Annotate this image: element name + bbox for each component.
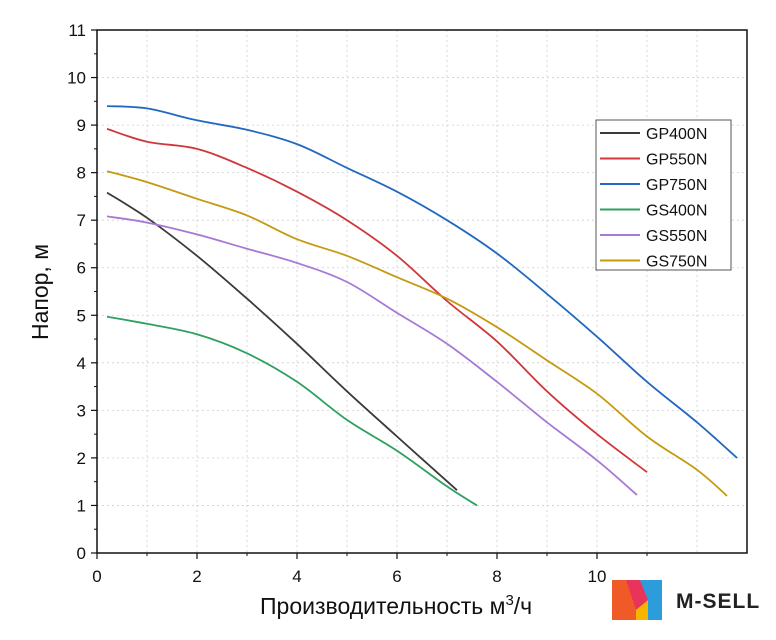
y-tick-label: 2 (77, 449, 86, 468)
y-tick-label: 6 (77, 259, 86, 278)
legend-box (595, 119, 732, 271)
y-tick-label: 7 (77, 211, 86, 230)
x-axis-title: Производительность м3/ч (260, 592, 532, 619)
y-axis: 0 1 2 3 4 5 6 7 8 9 10 11 (67, 21, 97, 563)
legend-label-gs550n: GS550N (646, 228, 707, 245)
y-tick-label: 3 (77, 401, 86, 420)
series-line-gp400n (106, 191, 458, 491)
x-tick-label: 4 (292, 567, 301, 586)
y-tick-label: 1 (77, 496, 86, 515)
y-tick-label: 11 (68, 21, 86, 40)
x-axis-title-suffix: /ч (514, 593, 532, 619)
x-tick-label: 10 (588, 567, 607, 586)
grid-lines (97, 30, 747, 553)
y-axis-title: Напор, м (27, 244, 53, 340)
y-tick-label: 8 (77, 164, 86, 183)
x-tick-label: 2 (192, 567, 201, 586)
legend: GP400N GP550N GP750N GS400N GS550N GS750N (595, 119, 732, 271)
logo-mark-middle (626, 580, 650, 610)
y-tick-label: 0 (77, 544, 86, 563)
legend-label-gp550n: GP550N (646, 152, 707, 169)
logo-mark-right (640, 580, 662, 620)
x-axis-title-sup: 3 (505, 592, 513, 609)
x-tick-label: 0 (92, 567, 101, 586)
legend-label-gp400n: GP400N (646, 126, 707, 143)
series-line-gs400n (106, 315, 478, 507)
y-tick-label: 10 (67, 69, 86, 88)
x-tick-label: 8 (492, 567, 501, 586)
brand-logo: M-SELL (612, 580, 760, 620)
logo-text: M-SELL (676, 590, 760, 613)
logo-mark-accent (636, 600, 648, 620)
series-line-gs550n (106, 215, 638, 496)
series-line-gp550n (106, 128, 648, 473)
x-axis-title-main: Производительность м (260, 593, 505, 619)
y-tick-label: 4 (77, 354, 86, 373)
x-tick-label: 6 (392, 567, 401, 586)
x-axis: 0 2 4 6 8 10 (92, 553, 648, 586)
plot-frame (96, 29, 748, 554)
legend-label-gp750n: GP750N (646, 177, 707, 194)
y-tick-label: 5 (77, 306, 86, 325)
legend-label-gs400n: GS400N (646, 203, 707, 220)
y-tick-label: 9 (77, 116, 86, 135)
series-lines (106, 105, 738, 507)
series-line-gs750n (106, 170, 728, 497)
legend-label-gs750n: GS750N (646, 254, 707, 271)
series-line-gp750n (106, 105, 738, 459)
